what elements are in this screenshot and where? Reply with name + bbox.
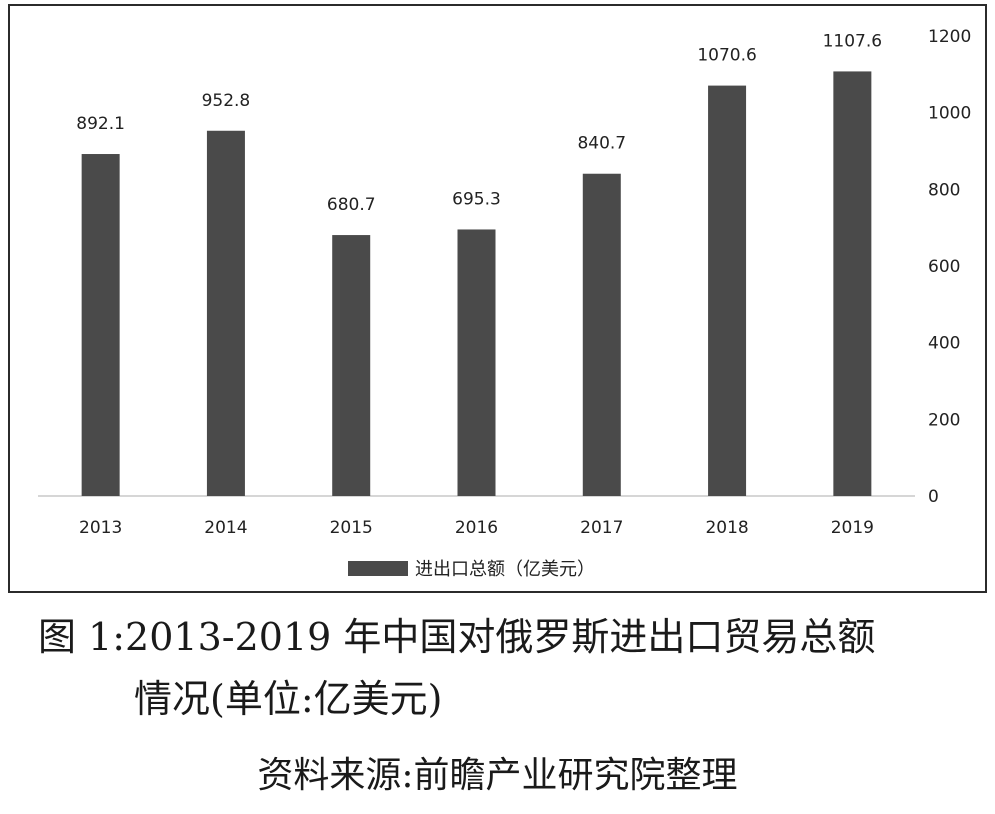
data-label-2018: 1070.6	[697, 46, 756, 66]
y-tick-1000: 1000	[928, 104, 971, 124]
bar-chart: 892.1 952.8 680.7 695.3 840.7 1070.6 1107.6 20…	[38, 27, 971, 580]
bar-2013	[81, 154, 120, 497]
x-tick-2016: 2016	[455, 518, 498, 538]
bar-2016	[457, 229, 496, 497]
x-tick-2019: 2019	[831, 518, 874, 538]
data-label-2016: 695.3	[452, 189, 501, 209]
data-label-2013: 892.1	[76, 114, 125, 134]
x-tick-2015: 2015	[330, 518, 373, 538]
legend: 进出口总额（亿美元）	[348, 559, 595, 580]
y-tick-1200: 1200	[928, 27, 971, 47]
figure-caption-line2: 情况(单位:亿美元)	[134, 677, 443, 721]
data-label-2014: 952.8	[202, 91, 251, 111]
legend-label: 进出口总额（亿美元）	[415, 559, 595, 580]
bar-2018	[708, 85, 747, 496]
bar-2015	[332, 235, 371, 496]
y-tick-400: 400	[928, 334, 960, 354]
figure-caption-line1: 图 1:2013-2019 年中国对俄罗斯进出口贸易总额	[38, 615, 876, 659]
x-tick-2017: 2017	[580, 518, 623, 538]
y-tick-200: 200	[928, 410, 960, 430]
bar-2017	[582, 173, 621, 496]
data-label-2015: 680.7	[327, 195, 376, 215]
x-tick-2013: 2013	[79, 518, 122, 538]
source-note: 资料来源:前瞻产业研究院整理	[257, 755, 738, 796]
y-tick-600: 600	[928, 257, 960, 277]
data-label-2019: 1107.6	[823, 31, 882, 51]
bar-2019	[833, 71, 872, 497]
bar-2014	[206, 130, 245, 496]
legend-swatch	[348, 561, 408, 576]
chart-frame: 892.1 952.8 680.7 695.3 840.7 1070.6 1107.6 20…	[8, 4, 987, 593]
x-tick-2014: 2014	[204, 518, 247, 538]
y-tick-0: 0	[928, 487, 939, 507]
x-tick-2018: 2018	[705, 518, 748, 538]
y-tick-800: 800	[928, 180, 960, 200]
data-label-2017: 840.7	[577, 134, 626, 154]
